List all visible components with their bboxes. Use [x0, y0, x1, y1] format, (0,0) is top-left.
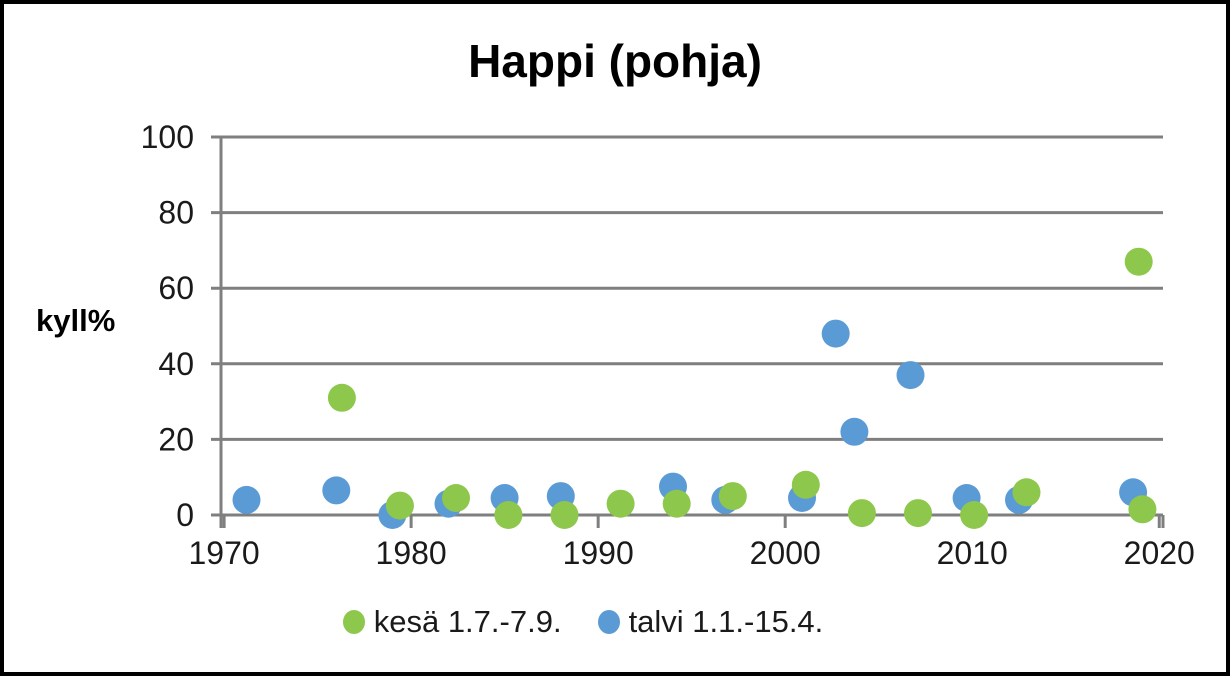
- y-tick-label: 60: [158, 270, 194, 306]
- y-tick-label: 100: [141, 119, 194, 155]
- y-tick-label: 40: [158, 346, 194, 382]
- data-point-kesa: [791, 470, 820, 499]
- x-tick-label: 2020: [1124, 535, 1195, 571]
- data-point-kesa: [550, 501, 579, 529]
- legend-label-talvi: talvi 1.1.-15.4.: [628, 604, 824, 639]
- y-tick-label: 20: [158, 421, 194, 457]
- data-point-kesa: [494, 501, 523, 529]
- data-point-talvi: [821, 319, 850, 348]
- data-point-kesa: [327, 383, 356, 412]
- x-tick-label: 2000: [750, 535, 821, 571]
- legend-item-talvi: talvi 1.1.-15.4.: [597, 604, 824, 640]
- y-tick-label: 0: [176, 497, 194, 533]
- data-point-kesa: [960, 501, 989, 529]
- chart-title: Happi (pohja): [468, 35, 762, 87]
- data-point-talvi: [896, 361, 925, 390]
- data-point-talvi: [840, 417, 869, 446]
- data-point-kesa: [1012, 478, 1041, 507]
- legend: kesä 1.7.-7.9. talvi 1.1.-15.4.: [4, 604, 1226, 640]
- data-point-talvi: [322, 476, 351, 505]
- data-point-kesa: [718, 482, 747, 511]
- y-tick-label: 80: [158, 195, 194, 231]
- data-point-talvi: [232, 485, 261, 514]
- data-point-kesa: [442, 484, 470, 512]
- x-tick-label: 2010: [937, 535, 1008, 571]
- legend-label-kesa: kesä 1.7.-7.9.: [373, 604, 562, 639]
- data-point-kesa: [385, 491, 414, 520]
- data-point-kesa: [904, 499, 932, 528]
- data-point-kesa: [1128, 495, 1157, 524]
- scatter-plot-area: 0 20 40 60 80 100 1970 1980 1990 2000 2010 2020: [141, 119, 1195, 571]
- data-point-kesa: [1124, 247, 1153, 276]
- kesa-series-marker-icon: [342, 610, 365, 634]
- y-axis-label: kyll%: [36, 303, 116, 338]
- x-tick-label: 1990: [563, 535, 634, 571]
- x-tick-label: 1970: [188, 535, 259, 571]
- data-point-kesa: [606, 489, 635, 518]
- x-tick-label: 1980: [376, 535, 447, 571]
- data-point-kesa: [847, 499, 876, 528]
- legend-item-kesa: kesä 1.7.-7.9.: [342, 604, 562, 640]
- talvi-series-marker-icon: [597, 610, 620, 634]
- data-point-kesa: [662, 489, 691, 518]
